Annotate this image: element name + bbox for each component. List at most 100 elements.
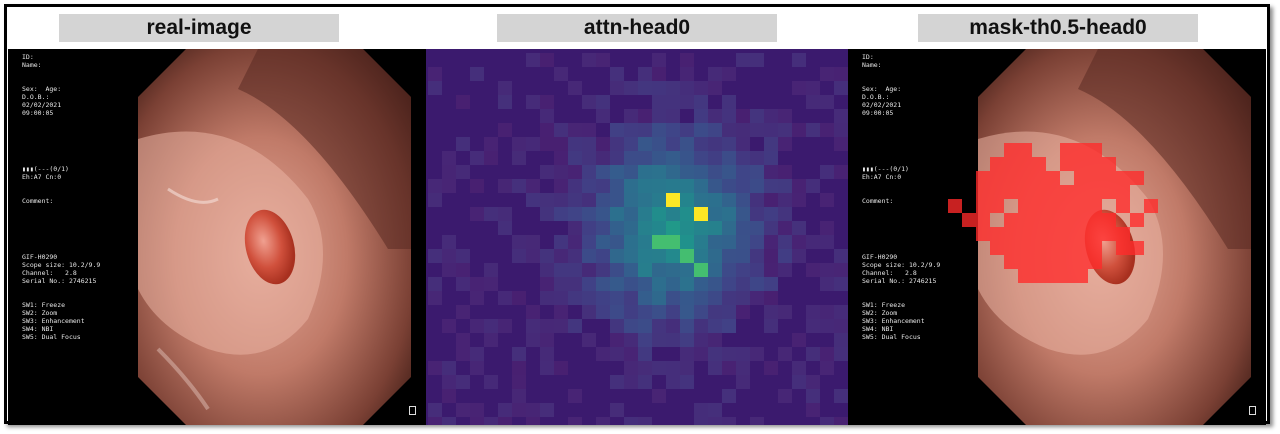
heatmap-cell [610, 249, 624, 263]
heatmap-cell [540, 403, 554, 417]
sw2-label: SW2: Zoom [862, 309, 898, 317]
heatmap-cell [736, 137, 750, 151]
heatmap-cell [568, 151, 582, 165]
heatmap-cell [680, 291, 694, 305]
heatmap-cell [694, 333, 708, 347]
heatmap-cell [834, 417, 848, 425]
heatmap-cell [526, 333, 540, 347]
heatmap-cell [596, 291, 610, 305]
heatmap-cell [834, 67, 848, 81]
heatmap-cell [610, 333, 624, 347]
heatmap-cell [708, 151, 722, 165]
heatmap-cell [638, 221, 652, 235]
heatmap-cell [834, 165, 848, 179]
mask-cell [1116, 199, 1130, 213]
heatmap-cell [498, 403, 512, 417]
heatmap-cell [512, 249, 526, 263]
heatmap-cell [708, 109, 722, 123]
heatmap-cell [778, 207, 792, 221]
heatmap-cell [554, 291, 568, 305]
heatmap-cell [834, 305, 848, 319]
heatmap-cell [722, 389, 736, 403]
mask-cell [1074, 199, 1088, 213]
mask-cell [1018, 157, 1032, 171]
heatmap-cell [540, 193, 554, 207]
mask-cell [1060, 241, 1074, 255]
heatmap-cell [568, 207, 582, 221]
heatmap-cell [596, 235, 610, 249]
heatmap-cell [694, 263, 708, 277]
heatmap-cell [778, 235, 792, 249]
heatmap-cell [708, 67, 722, 81]
heatmap-cell [778, 109, 792, 123]
heatmap-cell [526, 137, 540, 151]
heatmap-cell [624, 417, 638, 425]
heatmap-cell [778, 263, 792, 277]
scope-label: Scope size: 10.2/9.9 [22, 261, 101, 269]
heatmap-cell [666, 123, 680, 137]
heatmap-cell [624, 305, 638, 319]
figure-frame: real-image attn-head0 mask-th0.5-head0 [4, 4, 1270, 425]
sw4-label: SW4: NBI [22, 325, 54, 333]
mask-cell [1116, 185, 1130, 199]
heatmap-cell [568, 193, 582, 207]
heatmap-cell [624, 207, 638, 221]
heatmap-cell [582, 249, 596, 263]
heatmap-cell [470, 403, 484, 417]
heatmap-cell [750, 151, 764, 165]
heatmap-cell [666, 333, 680, 347]
heatmap-cell [540, 347, 554, 361]
heatmap-cell [610, 193, 624, 207]
name-label: Name: [22, 61, 42, 69]
mask-cell [1032, 199, 1046, 213]
heatmap-cell [554, 67, 568, 81]
heatmap-cell [568, 319, 582, 333]
heatmap-cell [820, 67, 834, 81]
heatmap-cell [750, 123, 764, 137]
mask-cell [1032, 213, 1046, 227]
heatmap-cell [638, 235, 652, 249]
heatmap-cell [540, 109, 554, 123]
heatmap-cell [512, 375, 526, 389]
heatmap-cell [722, 123, 736, 137]
heatmap-cell [778, 249, 792, 263]
sw3-label: SW3: Enhancement [862, 317, 925, 325]
heatmap-cell [694, 249, 708, 263]
heatmap-cell [680, 53, 694, 67]
heatmap-cell [512, 361, 526, 375]
heatmap-cell [456, 277, 470, 291]
attention-mask-overlay [948, 143, 1158, 283]
heatmap-cell [722, 319, 736, 333]
heatmap-cell [596, 151, 610, 165]
mask-cell [990, 227, 1004, 241]
heatmap-cell [750, 263, 764, 277]
heatmap-cell [792, 81, 806, 95]
heatmap-cell [456, 263, 470, 277]
heatmap-cell [568, 137, 582, 151]
patient-info-overlay-2: ID: Name: Sex: Age: D.O.B.: 02/02/2021 0… [862, 53, 940, 341]
heatmap-cell [582, 207, 596, 221]
heatmap-cell [680, 221, 694, 235]
heatmap-cell [834, 263, 848, 277]
heatmap-cell [624, 179, 638, 193]
heatmap-cell [736, 235, 750, 249]
heatmap-cell [610, 67, 624, 81]
heatmap-cell [470, 291, 484, 305]
heatmap-cell [442, 249, 456, 263]
heatmap-cell [554, 123, 568, 137]
heatmap-cell [428, 81, 442, 95]
heatmap-cell [736, 165, 750, 179]
heatmap-cell [540, 165, 554, 179]
patient-info-overlay: ID: Name: Sex: Age: D.O.B.: 02/02/2021 0… [22, 53, 100, 341]
heatmap-cell [666, 81, 680, 95]
heatmap-cell [680, 179, 694, 193]
heatmap-cell [610, 319, 624, 333]
heatmap-cell [694, 179, 708, 193]
heatmap-cell [750, 291, 764, 305]
heatmap-cell [484, 417, 498, 425]
heatmap-cell [540, 361, 554, 375]
heatmap-cell [736, 361, 750, 375]
mask-cell [1074, 255, 1088, 269]
mask-cell [1004, 143, 1018, 157]
heatmap-cell [694, 109, 708, 123]
